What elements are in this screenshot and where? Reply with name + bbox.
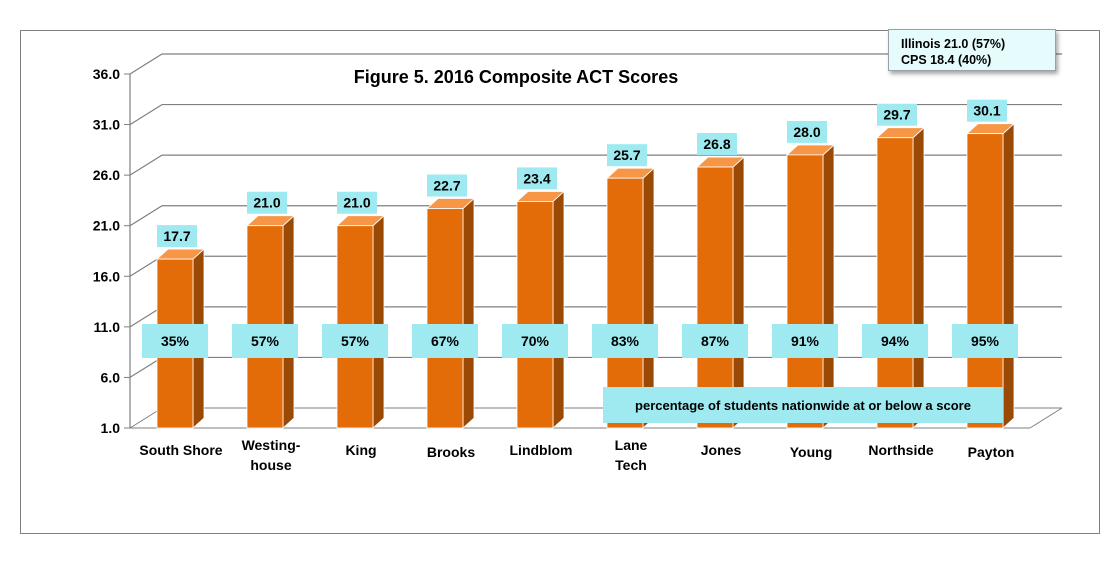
category-label: Young: [790, 444, 833, 460]
bar: [606, 177, 644, 429]
y-tick-label: 16.0: [93, 268, 120, 284]
bar: [426, 208, 464, 429]
category-label: Jones: [701, 442, 742, 458]
category-label: Westing-: [242, 437, 301, 453]
floor-right-edge: [1029, 407, 1063, 429]
value-label-bg: [247, 191, 287, 214]
value-label: 23.4: [523, 170, 550, 186]
percent-label-bg: [322, 324, 388, 358]
value-label: 26.8: [703, 136, 730, 152]
bar-side: [462, 197, 475, 429]
percent-label-bg: [682, 324, 748, 358]
gridline-side: [129, 53, 163, 75]
y-tick-label: 6.0: [101, 369, 121, 385]
percent-label: 67%: [431, 333, 460, 349]
percent-label-bg: [592, 324, 658, 358]
category-label: Lindblom: [510, 442, 573, 458]
reference-box: Illinois 21.0 (57%) CPS 18.4 (40%): [888, 29, 1056, 71]
percent-label-bg: [502, 324, 568, 358]
percent-label-bg: [772, 324, 838, 358]
gridline-side: [129, 205, 163, 227]
chart-frame: [20, 30, 1100, 534]
percent-note: percentage of students nationwide at or …: [635, 398, 971, 413]
percent-label: 70%: [521, 333, 550, 349]
y-tick-label: 26.0: [93, 167, 120, 183]
value-label: 21.0: [343, 195, 370, 211]
bar-side: [912, 126, 925, 429]
percent-label: 91%: [791, 333, 820, 349]
percent-label: 83%: [611, 333, 640, 349]
percent-label-bg: [232, 324, 298, 358]
value-label-bg: [697, 133, 737, 156]
bar: [876, 137, 914, 429]
cps-reference: CPS 18.4 (40%): [901, 53, 992, 67]
percent-label: 87%: [701, 333, 730, 349]
value-label: 30.1: [973, 103, 1000, 119]
y-tick-label: 1.0: [101, 420, 121, 436]
bar: [516, 201, 554, 429]
category-label: Tech: [615, 457, 647, 473]
percent-label-bg: [412, 324, 478, 358]
category-label: Lane: [615, 437, 648, 453]
y-tick-label: 11.0: [94, 319, 121, 335]
value-label: 17.7: [163, 228, 190, 244]
illinois-reference: Illinois 21.0 (57%): [901, 37, 1006, 51]
percent-label-bg: [862, 324, 928, 358]
value-label-bg: [607, 144, 647, 167]
bar-side: [372, 214, 385, 429]
percent-label-bg: [952, 324, 1018, 358]
percent-label: 94%: [881, 333, 910, 349]
category-label: house: [250, 457, 291, 473]
category-label: South Shore: [139, 442, 222, 458]
value-label: 21.0: [253, 195, 280, 211]
y-tick-label: 31.0: [93, 117, 120, 133]
category-label: Northside: [868, 442, 934, 458]
bar-side: [552, 190, 565, 429]
bar-side: [822, 144, 835, 429]
bar: [786, 154, 824, 429]
value-label-bg: [337, 191, 377, 214]
y-tick-label: 36.0: [93, 66, 120, 82]
value-label-bg: [157, 225, 197, 248]
gridline-side: [129, 104, 163, 126]
gridline-side: [129, 154, 163, 176]
y-tick-label: 21.0: [93, 218, 120, 234]
value-label-bg: [877, 103, 917, 126]
chart-title: Figure 5. 2016 Composite ACT Scores: [354, 67, 678, 87]
bar-side: [1002, 122, 1015, 429]
bar-side: [282, 214, 295, 429]
value-label: 28.0: [793, 124, 820, 140]
bar: [696, 166, 734, 429]
percent-label-bg: [142, 324, 208, 358]
percent-label: 95%: [971, 333, 1000, 349]
percent-label: 57%: [251, 333, 280, 349]
value-label-bg: [427, 174, 467, 197]
percent-note-bg: [603, 387, 1003, 423]
category-label: King: [345, 442, 376, 458]
value-label: 29.7: [883, 107, 910, 123]
value-label: 22.7: [433, 178, 460, 194]
value-label-bg: [517, 167, 557, 190]
value-label: 25.7: [613, 147, 640, 163]
bar: [966, 133, 1004, 429]
category-label: Payton: [968, 444, 1015, 460]
percent-label: 35%: [161, 333, 190, 349]
value-label-bg: [967, 99, 1007, 122]
category-label: Brooks: [427, 444, 475, 460]
percent-label: 57%: [341, 333, 370, 349]
value-label-bg: [787, 120, 827, 143]
